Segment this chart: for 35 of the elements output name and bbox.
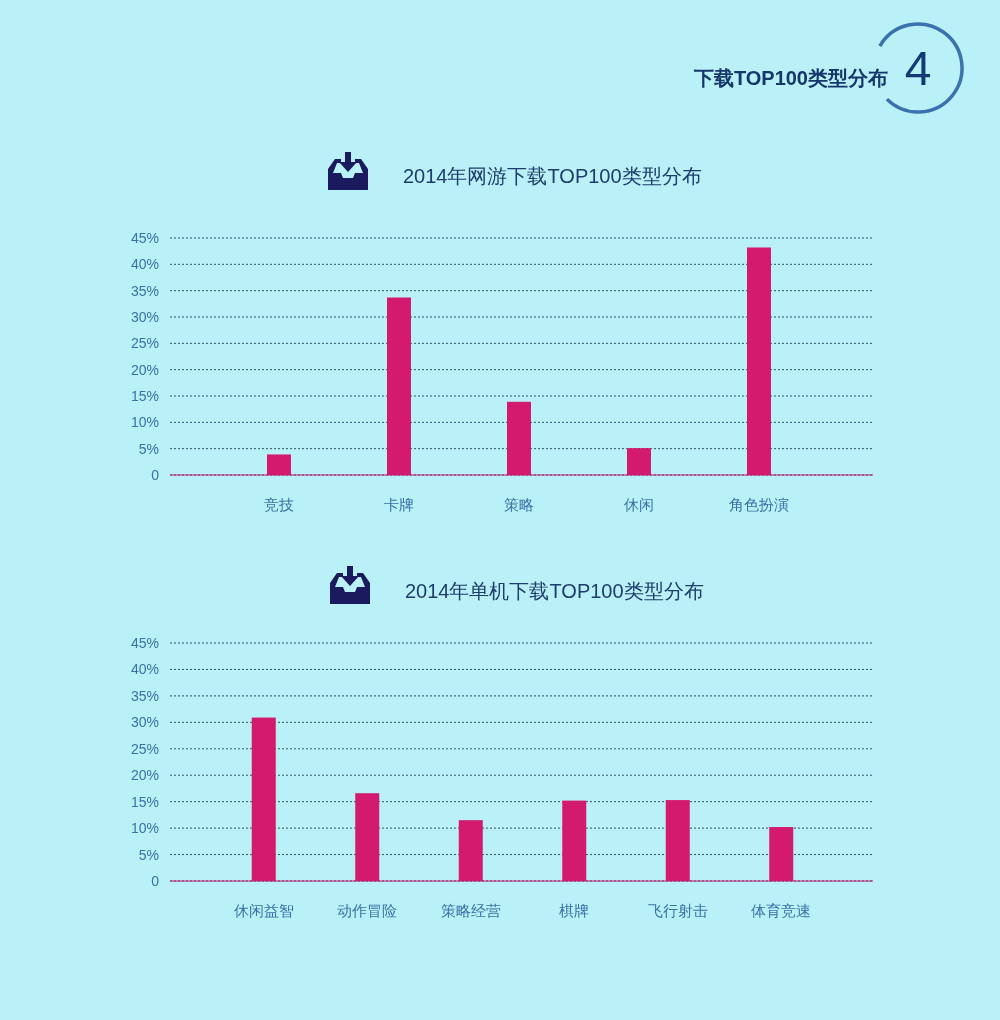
y-tick-label: 30% [130, 309, 159, 325]
y-tick-label: 45% [130, 230, 159, 246]
chart-title: 2014年单机下载TOP100类型分布 [405, 580, 704, 602]
y-tick-label: 15% [130, 793, 159, 810]
y-tick-label: 20% [130, 767, 159, 784]
y-tick-label: 5% [138, 846, 159, 863]
x-tick-label: 休闲 [624, 496, 654, 513]
y-tick-label: 25% [130, 335, 159, 352]
text: 下载TOP100类型分布 [692, 67, 888, 89]
y-tick-label: 10% [130, 820, 159, 837]
y-tick-label: 35% [130, 687, 159, 704]
x-tick-label: 卡牌 [384, 496, 414, 513]
y-tick-label: 40% [130, 256, 159, 273]
y-tick-label: 5% [138, 440, 159, 457]
y-tick-label: 10% [130, 414, 159, 431]
x-tick-label: 策略 [504, 496, 534, 513]
text: 4 [904, 42, 932, 95]
y-tick-label: 30% [130, 714, 159, 731]
x-tick-label: 角色扮演 [729, 496, 789, 513]
x-tick-label: 策略经营 [440, 902, 501, 919]
y-tick-label: 20% [130, 361, 159, 378]
y-tick-label: 0 [151, 873, 160, 889]
x-tick-label: 棋牌 [559, 902, 590, 919]
y-tick-label: 0 [151, 467, 160, 483]
x-tick-label: 竞技 [264, 496, 294, 513]
y-tick-label: 40% [130, 661, 159, 678]
y-tick-label: 45% [130, 635, 159, 651]
y-tick-label: 35% [130, 282, 159, 299]
y-tick-label: 25% [130, 740, 159, 757]
x-tick-label: 体育竞速 [751, 902, 812, 919]
x-tick-label: 休闲益智 [233, 902, 294, 919]
chart-title: 2014年网游下载TOP100类型分布 [403, 165, 702, 187]
x-tick-label: 飞行射击 [647, 902, 708, 919]
x-tick-label: 动作冒险 [337, 902, 398, 919]
y-tick-label: 15% [130, 388, 159, 404]
